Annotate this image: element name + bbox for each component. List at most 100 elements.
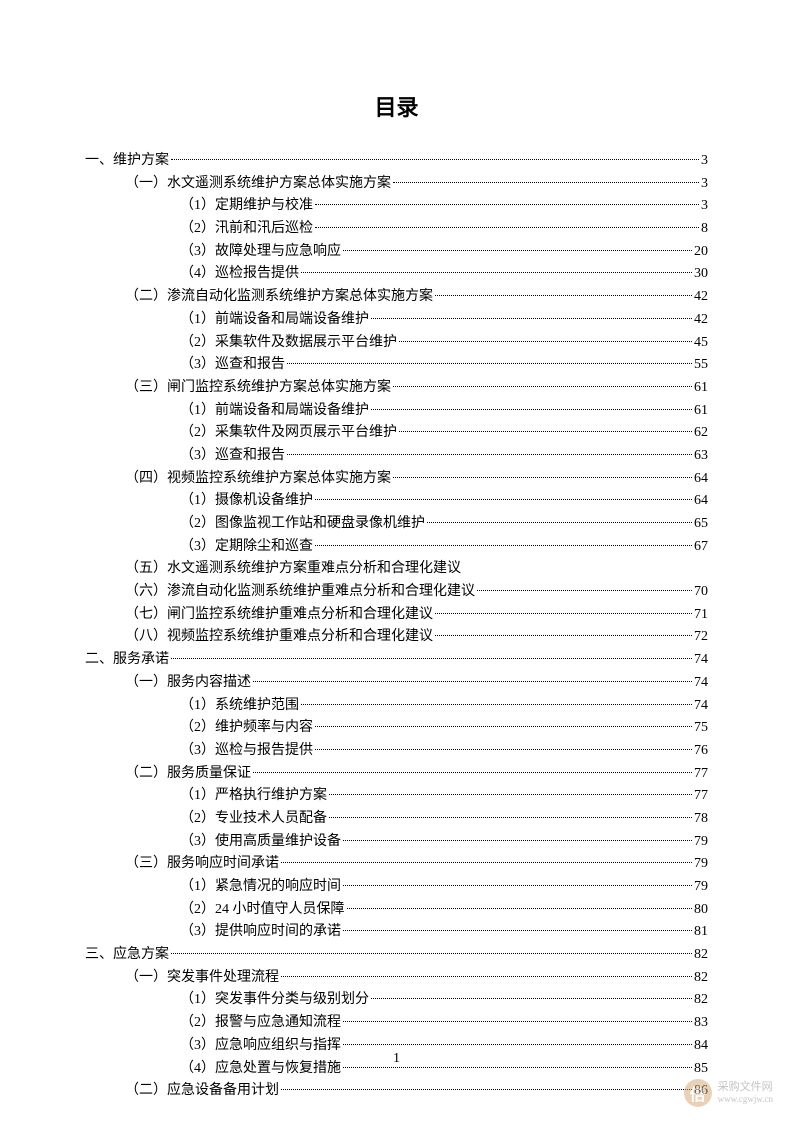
toc-dots <box>253 772 692 773</box>
toc-entry: 二、服务承诺 74 <box>85 649 708 671</box>
toc-entry-page: 67 <box>694 536 708 558</box>
toc-entry: （1）突发事件分类与级别划分 82 <box>85 989 708 1011</box>
toc-dots <box>399 431 692 432</box>
toc-dots <box>287 454 692 455</box>
toc-dots <box>477 590 692 591</box>
toc-entry-text: （一）服务内容描述 <box>125 672 251 694</box>
toc-dots <box>435 613 692 614</box>
toc-entry: （4）巡检报告提供 30 <box>85 263 708 285</box>
toc-dots <box>399 341 692 342</box>
toc-entry: （3）使用高质量维护设备 79 <box>85 831 708 853</box>
toc-entry-page: 3 <box>701 150 708 172</box>
toc-entry: （1）前端设备和局端设备维护42 <box>85 309 708 331</box>
toc-entry-text: （2）报警与应急通知流程 <box>180 1012 341 1034</box>
toc-dots <box>315 499 692 500</box>
toc-entry-text: （1）突发事件分类与级别划分 <box>180 989 369 1011</box>
toc-entry-page: 81 <box>694 921 708 943</box>
toc-entry-text: （2）汛前和汛后巡检 <box>180 218 313 240</box>
toc-entry: （一）突发事件处理流程 82 <box>85 967 708 989</box>
toc-entry: （一）水文遥测系统维护方案总体实施方案3 <box>85 173 708 195</box>
toc-entry-text: （一）水文遥测系统维护方案总体实施方案 <box>125 173 391 195</box>
toc-entry-page: 72 <box>694 626 708 648</box>
toc-entry-page: 62 <box>694 422 708 444</box>
toc-entry-page: 42 <box>694 286 708 308</box>
toc-list: 一、维护方案3（一）水文遥测系统维护方案总体实施方案3（1）定期维护与校准3（2… <box>85 150 708 1102</box>
toc-entry-page: 77 <box>694 763 708 785</box>
toc-entry-text: （七）闸门监控系统维护重难点分析和合理化建议 <box>125 604 433 626</box>
toc-entry-page: 76 <box>694 740 708 762</box>
toc-entry-text: （六）渗流自动化监测系统维护重难点分析和合理化建议 <box>125 581 475 603</box>
toc-entry: （3）提供响应时间的承诺 81 <box>85 921 708 943</box>
toc-entry: （七）闸门监控系统维护重难点分析和合理化建议71 <box>85 604 708 626</box>
toc-dots <box>315 204 699 205</box>
toc-dots <box>287 363 692 364</box>
toc-entry: （1）定期维护与校准3 <box>85 195 708 217</box>
toc-entry-page: 45 <box>694 332 708 354</box>
toc-entry: （3）定期除尘和巡查67 <box>85 536 708 558</box>
toc-entry: （2）24 小时值守人员保障80 <box>85 899 708 921</box>
toc-entry: （1）摄像机设备维护64 <box>85 490 708 512</box>
toc-entry-text: （一）突发事件处理流程 <box>125 967 279 989</box>
toc-entry-page: 42 <box>694 309 708 331</box>
toc-dots <box>435 295 692 296</box>
toc-entry: （2）专业技术人员配备78 <box>85 808 708 830</box>
toc-entry-page: 82 <box>694 967 708 989</box>
toc-entry-text: 一、维护方案 <box>85 150 169 172</box>
toc-entry: （2）汛前和汛后巡检8 <box>85 218 708 240</box>
toc-entry-page: 79 <box>694 853 708 875</box>
toc-entry-text: （2）采集软件及数据展示平台维护 <box>180 332 397 354</box>
toc-entry: （2）维护频率与内容75 <box>85 717 708 739</box>
toc-entry-text: （二）渗流自动化监测系统维护方案总体实施方案 <box>125 286 433 308</box>
toc-entry-page: 79 <box>694 831 708 853</box>
toc-dots <box>171 658 692 659</box>
toc-entry-text: 三、应急方案 <box>85 944 169 966</box>
toc-dots <box>371 998 692 999</box>
toc-dots <box>427 522 692 523</box>
toc-entry-text: 二、服务承诺 <box>85 649 169 671</box>
toc-entry-page: 64 <box>694 490 708 512</box>
toc-entry: （一）服务内容描述 74 <box>85 672 708 694</box>
toc-dots <box>343 840 692 841</box>
toc-entry-text: （二）服务质量保证 <box>125 763 251 785</box>
toc-entry: （二）服务质量保证 77 <box>85 763 708 785</box>
toc-entry: （2）图像监视工作站和硬盘录像机维护65 <box>85 513 708 535</box>
toc-entry-text: （3）提供响应时间的承诺 <box>180 921 341 943</box>
toc-entry: （二）渗流自动化监测系统维护方案总体实施方案 42 <box>85 286 708 308</box>
toc-entry-page: 30 <box>694 263 708 285</box>
toc-dots <box>329 794 692 795</box>
toc-entry-text: （4）巡检报告提供 <box>180 263 299 285</box>
toc-entry-page: 74 <box>694 695 708 717</box>
toc-dots <box>371 409 692 410</box>
toc-entry: （1）前端设备和局端设备维护61 <box>85 400 708 422</box>
toc-entry-text: （3）使用高质量维护设备 <box>180 831 341 853</box>
toc-entry-text: （三）闸门监控系统维护方案总体实施方案 <box>125 377 391 399</box>
toc-dots <box>393 386 692 387</box>
toc-entry: （3）故障处理与应急响应20 <box>85 241 708 263</box>
toc-dots <box>171 953 692 954</box>
toc-dots <box>281 976 692 977</box>
toc-entry: （四）视频监控系统维护方案总体实施方案 64 <box>85 468 708 490</box>
toc-entry-text: （3）巡检与报告提供 <box>180 740 313 762</box>
toc-entry-page: 78 <box>694 808 708 830</box>
toc-entry-page: 74 <box>694 672 708 694</box>
toc-entry-page: 74 <box>694 649 708 671</box>
toc-entry-page: 63 <box>694 445 708 467</box>
toc-dots <box>315 227 699 228</box>
toc-entry-page: 64 <box>694 468 708 490</box>
watermark-text: 采购文件网 www.cgwjw.cn <box>718 1081 773 1105</box>
page-number: 1 <box>0 1051 793 1067</box>
toc-entry: （三）闸门监控系统维护方案总体实施方案61 <box>85 377 708 399</box>
toc-dots <box>281 1089 692 1090</box>
toc-dots <box>435 635 692 636</box>
toc-dots <box>315 545 692 546</box>
toc-entry-text: （3）巡查和报告 <box>180 445 285 467</box>
toc-entry-text: （2）维护频率与内容 <box>180 717 313 739</box>
toc-entry: （3）巡查和报告55 <box>85 354 708 376</box>
toc-dots <box>315 749 692 750</box>
toc-entry-text: （四）视频监控系统维护方案总体实施方案 <box>125 468 391 490</box>
watermark-label: 采购文件网 <box>718 1081 773 1094</box>
toc-entry-page: 82 <box>694 989 708 1011</box>
toc-entry: （二）应急设备备用计划86 <box>85 1080 708 1102</box>
toc-entry: （2）报警与应急通知流程83 <box>85 1012 708 1034</box>
toc-entry: （三）服务响应时间承诺79 <box>85 853 708 875</box>
